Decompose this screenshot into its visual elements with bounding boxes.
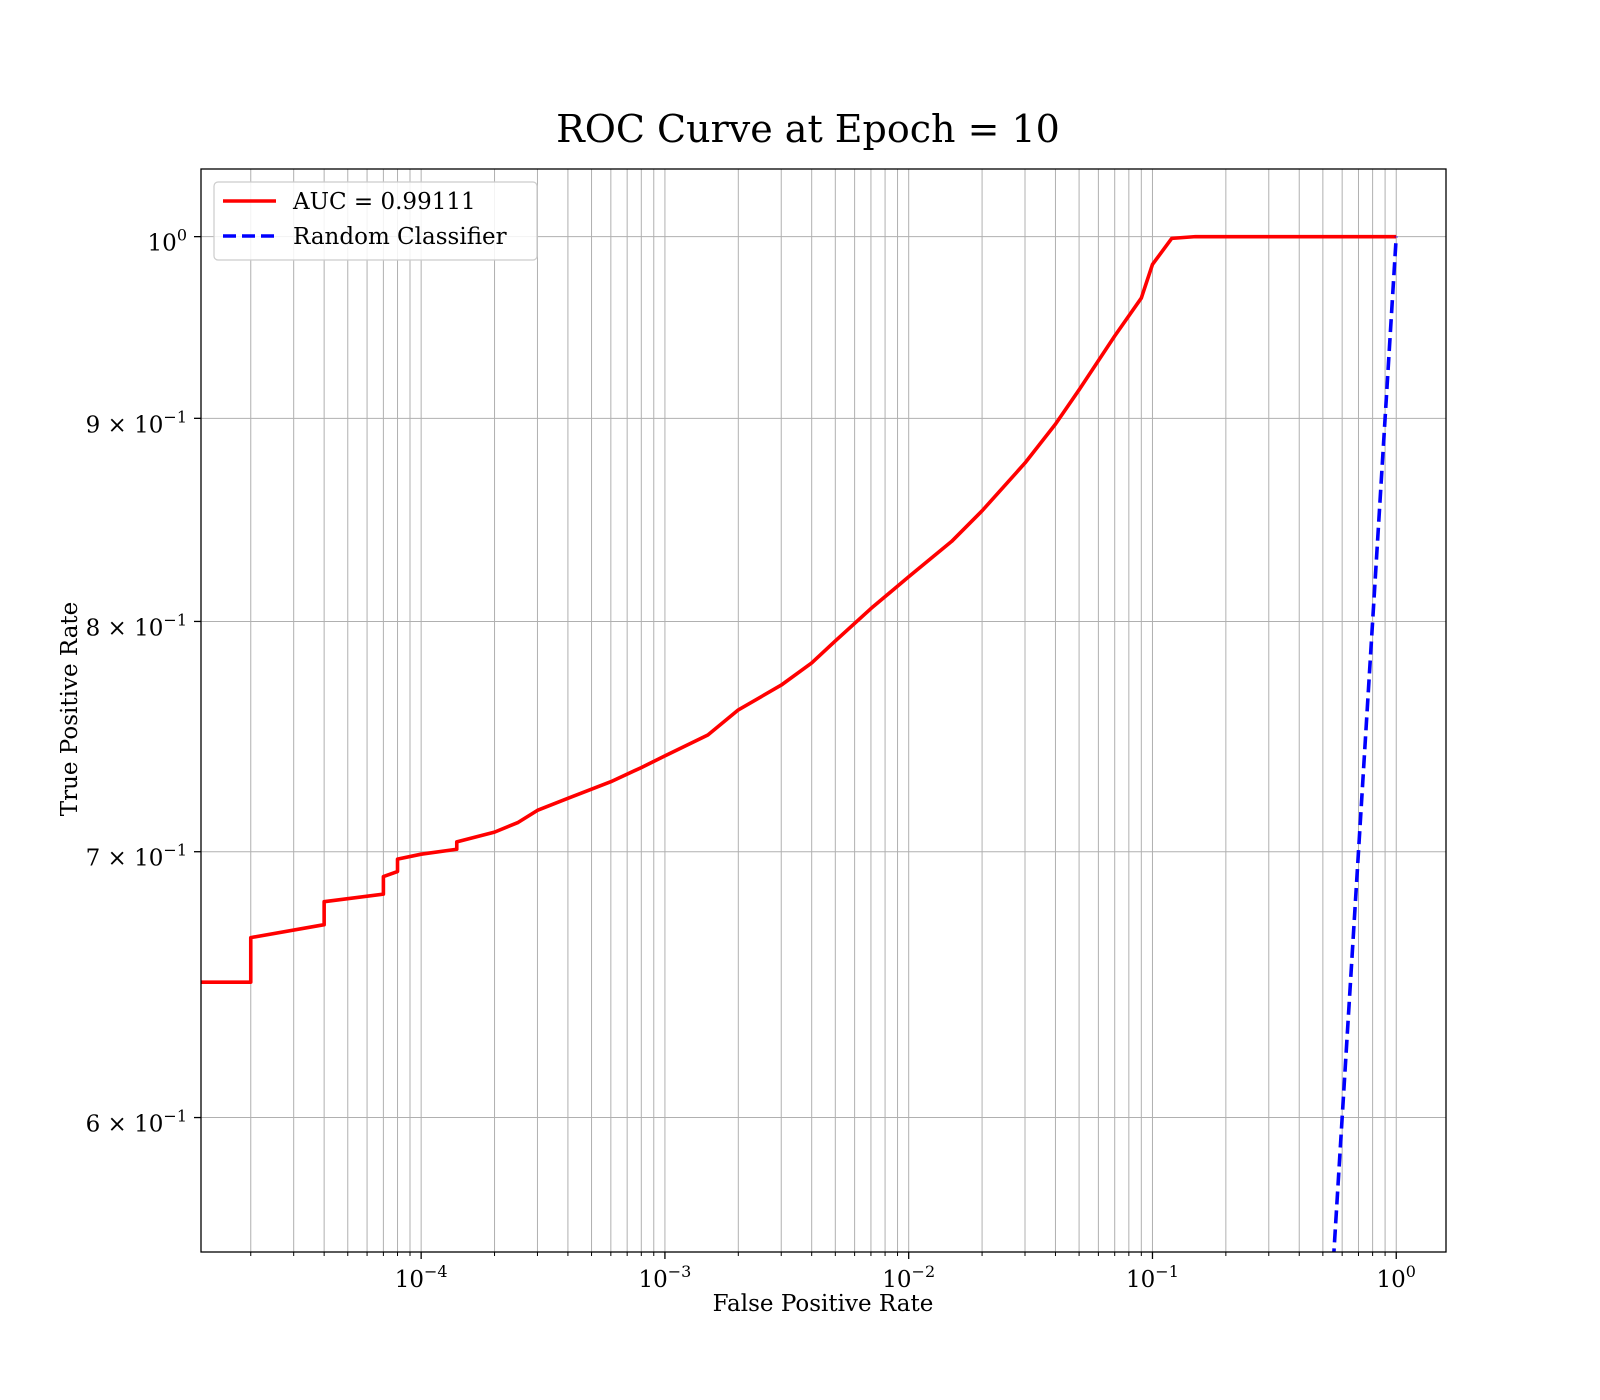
plot-frame <box>200 168 1447 1253</box>
x-tick-label: 10−4 <box>395 1262 448 1293</box>
x-axis-label: False Positive Rate <box>713 1291 934 1317</box>
y-tick-label: 100 <box>148 226 187 257</box>
y-tick-label: 6 × 10−1 <box>86 1107 187 1138</box>
legend-label-random: Random Classifier <box>293 224 507 250</box>
random-classifier-line <box>1332 236 1399 1252</box>
series-layer <box>201 234 1399 1252</box>
x-tick-label: 100 <box>1377 1262 1416 1293</box>
legend: AUC = 0.99111 Random Classifier <box>213 181 538 261</box>
y-tick-label: 7 × 10−1 <box>86 841 187 872</box>
x-tick-label: 10−2 <box>882 1262 935 1293</box>
x-tick-label: 10−1 <box>1126 1262 1179 1293</box>
roc-curve-line <box>201 234 1397 984</box>
y-tick-label: 8 × 10−1 <box>86 610 187 641</box>
legend-box <box>213 181 538 261</box>
plot-area <box>200 168 1447 1253</box>
legend-label-auc: AUC = 0.99111 <box>292 189 476 215</box>
chart-title: ROC Curve at Epoch = 10 <box>556 107 1060 151</box>
y-axis-ticks: 100 9 × 10−1 8 × 10−1 7 × 10−1 6 × 10−1 <box>86 226 201 1138</box>
y-axis-label: True Positive Rate <box>57 602 83 817</box>
y-tick-label: 9 × 10−1 <box>86 407 187 438</box>
grid-lines <box>201 169 1446 1252</box>
x-axis-ticks: 10−4 10−3 10−2 10−1 100 <box>250 1252 1416 1293</box>
x-tick-label: 10−3 <box>638 1262 691 1293</box>
